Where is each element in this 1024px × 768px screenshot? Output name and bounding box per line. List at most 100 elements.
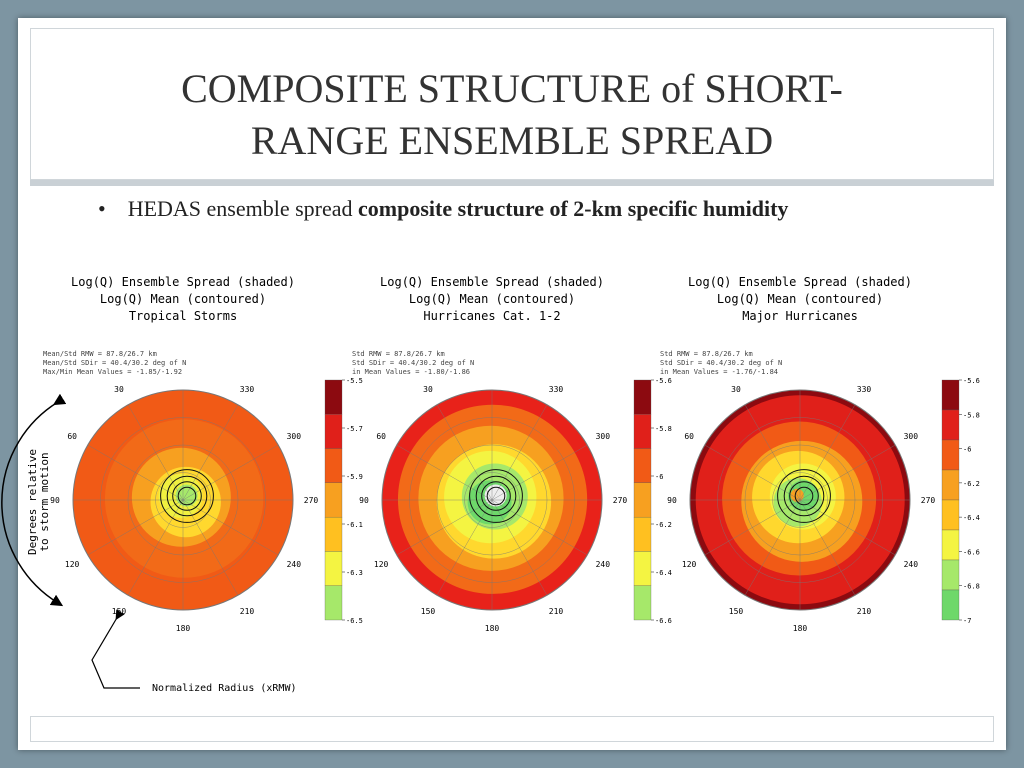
azimuth-label: 330 — [857, 385, 872, 394]
contour — [794, 486, 814, 506]
radius-label: Normalized Radius (xRMW) — [152, 683, 297, 694]
azimuth-label: 150 — [112, 607, 127, 616]
colorbar-label: -6.8 — [963, 583, 980, 591]
colorbar-swatch — [324, 516, 343, 552]
colorbar-swatch — [324, 551, 343, 586]
grid-spoke — [491, 499, 588, 556]
contour — [172, 481, 202, 511]
azimuth-label: 60 — [376, 432, 386, 441]
colorbar-label: -7 — [963, 617, 971, 625]
colorbar-label: -5.8 — [963, 411, 980, 419]
colorbar-swatch — [324, 448, 343, 484]
colorbar-label: -5.8 — [655, 425, 672, 433]
bullet-bold: composite structure of 2-km specific hum… — [358, 196, 789, 221]
polar-plot — [689, 389, 911, 611]
azimuth-label: 270 — [304, 496, 319, 505]
panel-title: Log(Q) Ensemble Spread (shaded) — [688, 275, 912, 289]
azimuth-label: 300 — [596, 432, 611, 441]
colorbar-swatch — [941, 439, 960, 471]
azimuth-label: 300 — [904, 432, 919, 441]
title-box: COMPOSITE STRUCTURE of SHORT- RANGE ENSE… — [30, 28, 994, 180]
grid-spoke — [799, 499, 896, 556]
panel-stats: in Mean Values = -1.76/-1.84 — [660, 368, 778, 376]
colorbar-swatch — [633, 379, 652, 415]
azimuth-label: 240 — [904, 560, 919, 569]
colorbar-label: -6 — [963, 446, 971, 454]
azimuth-label: 240 — [596, 560, 611, 569]
direction-arrow — [1, 393, 67, 607]
grid-spoke — [744, 499, 801, 596]
azimuth-label: 120 — [65, 560, 80, 569]
contour — [469, 469, 523, 523]
colorbar-label: -6 — [655, 473, 663, 481]
colorbar-swatch — [941, 589, 960, 621]
polar-plot — [381, 389, 603, 611]
azimuth-label: 120 — [682, 560, 697, 569]
shading — [175, 484, 198, 507]
azimuth-label: 270 — [921, 496, 936, 505]
azimuth-label: 210 — [549, 607, 564, 616]
contour — [177, 486, 197, 506]
colorbar-swatch — [941, 559, 960, 591]
radius-pointer — [91, 609, 140, 689]
contour — [777, 469, 831, 523]
azimuth-label: 330 — [549, 385, 564, 394]
colorbar-label: -6.6 — [655, 617, 672, 625]
azimuth-label: 30 — [731, 385, 741, 394]
colorbar-swatch — [324, 379, 343, 415]
divider — [30, 180, 994, 186]
azimuth-label: 180 — [485, 624, 500, 633]
grid-spoke — [396, 499, 493, 556]
panel-title: Log(Q) Mean (contoured) — [409, 292, 575, 306]
panel-stats: Std RMW = 87.8/26.7 km — [352, 350, 445, 358]
azimuth-label: 210 — [857, 607, 872, 616]
contour — [481, 481, 511, 511]
panel-stats: Std RMW = 87.8/26.7 km — [660, 350, 753, 358]
colorbar-swatch — [633, 585, 652, 621]
colorbar-swatch — [941, 379, 960, 411]
grid-spoke — [436, 404, 493, 501]
contour — [783, 475, 825, 517]
azimuth-label: 270 — [613, 496, 628, 505]
colorbar-swatch — [941, 469, 960, 501]
azimuth-label: 330 — [240, 385, 255, 394]
grid-spoke — [491, 444, 588, 501]
shading — [484, 484, 507, 507]
colorbar-swatch — [633, 448, 652, 484]
grid-spoke — [127, 404, 184, 501]
grid-spoke — [87, 499, 184, 556]
panel-stats: in Mean Values = -1.80/-1.86 — [352, 368, 470, 376]
panel-title: Log(Q) Ensemble Spread (shaded) — [71, 275, 295, 289]
azimuth-label: 150 — [729, 607, 744, 616]
colorbar-swatch — [324, 482, 343, 518]
contour — [486, 486, 506, 506]
colorbar-label: -5.5 — [346, 377, 363, 385]
colorbar-swatch — [633, 482, 652, 518]
panel-title: Log(Q) Ensemble Spread (shaded) — [380, 275, 604, 289]
contour — [166, 475, 208, 517]
azimuth-label: 150 — [421, 607, 436, 616]
grid-spoke — [704, 499, 801, 556]
colorbar-label: -6.4 — [655, 569, 672, 577]
panel-stats: Mean/Std RMW = 87.8/26.7 km — [43, 350, 157, 358]
panel-title: Log(Q) Mean (contoured) — [100, 292, 266, 306]
colorbar-swatch — [324, 414, 343, 449]
colorbar-swatch — [324, 585, 343, 621]
panel-title: Hurricanes Cat. 1-2 — [423, 309, 560, 323]
colorbar-swatch — [941, 529, 960, 561]
grid-spoke — [87, 444, 184, 501]
slide: COMPOSITE STRUCTURE of SHORT- RANGE ENSE… — [18, 18, 1006, 750]
azimuth-label: 90 — [50, 496, 60, 505]
azimuth-label: 60 — [67, 432, 77, 441]
colorbar-label: -6.2 — [963, 480, 980, 488]
panel-stats: Std SDir = 40.4/30.2 deg of N — [660, 359, 782, 367]
polar-plot — [72, 389, 294, 611]
bullet: • HEDAS ensemble spread composite struct… — [98, 196, 789, 221]
colorbar-label: -6.4 — [963, 514, 980, 522]
azimuth-label: 120 — [374, 560, 389, 569]
contour — [475, 475, 517, 517]
colorbar-label: -5.7 — [346, 425, 363, 433]
panel-stats: Max/Min Mean Values = -1.85/-1.92 — [43, 368, 182, 376]
grid-spoke — [182, 499, 239, 596]
